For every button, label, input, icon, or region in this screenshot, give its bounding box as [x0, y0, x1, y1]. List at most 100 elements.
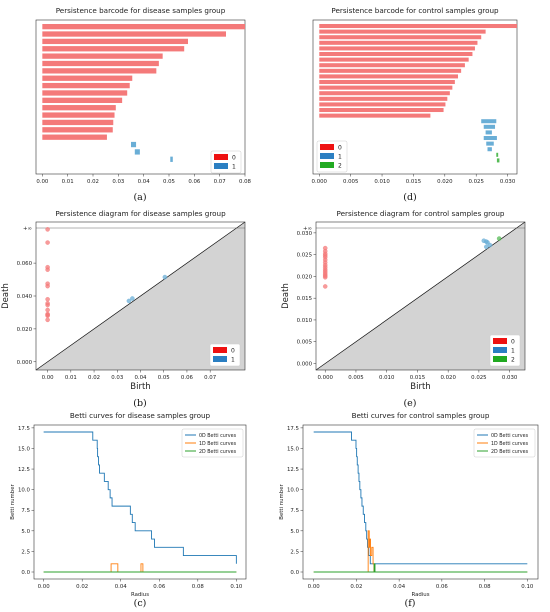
legend-label-4-2: 2D Betti curves: [199, 449, 237, 455]
legend-label-3-1: 1: [511, 348, 515, 355]
axes-frame-0: [35, 19, 246, 175]
diagram-point-3-18: [484, 244, 489, 250]
x-tick-label-1-2: 0.010: [374, 179, 390, 185]
x-tick-label-2-5: 0.05: [158, 375, 170, 381]
x-tick-label-1-4: 0.020: [437, 179, 453, 185]
barcode-bar-1-18: [483, 124, 496, 129]
x-tick-label-4-3: 0.06: [153, 584, 166, 590]
y-axis-label-2: Death: [1, 283, 11, 309]
chart-title-2: Persistence diagram for disease samples …: [55, 209, 226, 218]
diagram-point-2-1: [45, 240, 50, 245]
barcode-bar-1-16: [319, 113, 431, 118]
barcode-bar-0-14: [42, 127, 113, 133]
barcode-bar-0-18: [170, 156, 173, 162]
x-tick-label-0-7: 0.07: [214, 179, 226, 185]
legend-label-4-1: 1D Betti curves: [199, 441, 237, 447]
barcode-bar-0-8: [42, 82, 130, 89]
barcode-bar-1-22: [487, 147, 492, 152]
diagram-point-3-21: [496, 236, 502, 241]
axes-frame-1: [312, 19, 518, 175]
y-tick-label-2-3: 0.060: [17, 261, 33, 267]
y-axis-label-4: Betti number: [10, 483, 16, 519]
diagram-point-2-5: [45, 283, 50, 289]
infinity-label-2: +∞: [23, 226, 32, 232]
barcode-bar-1-19: [485, 130, 492, 135]
barcode-bar-0-13: [42, 119, 114, 126]
caption-a: (a): [133, 192, 146, 203]
barcode-bar-1-10: [319, 80, 455, 85]
y-tick-label-5-6: 15.0: [287, 446, 300, 452]
legend-swatch-3-1: [493, 347, 507, 353]
legend-swatch-3-2: [493, 356, 507, 362]
x-tick-label-4-5: 0.10: [230, 584, 243, 590]
diagram-point-2-12: [45, 313, 50, 318]
y-tick-label-2-0: 0.000: [17, 360, 33, 366]
caption-e: (e): [403, 398, 416, 409]
barcode-bar-1-21: [486, 141, 494, 146]
y-tick-label-4-3: 7.5: [21, 508, 30, 514]
y-tick-label-4-2: 5.0: [21, 529, 30, 535]
barcode-bar-1-4: [319, 46, 475, 51]
x-tick-label-0-1: 0.01: [62, 179, 74, 185]
x-axis-label-5: Radius: [411, 592, 429, 598]
y-tick-label-2-2: 0.040: [17, 294, 33, 300]
legend-box-4: [181, 428, 244, 458]
x-tick-label-2-3: 0.03: [111, 375, 123, 381]
x-tick-label-3-6: 0.030: [502, 375, 518, 381]
x-tick-label-2-4: 0.04: [134, 375, 147, 381]
barcode-bar-0-12: [42, 112, 115, 118]
x-tick-label-4-2: 0.04: [115, 584, 128, 590]
diagram-point-3-20: [487, 242, 493, 248]
legend-swatch-3-0: [493, 338, 507, 344]
x-tick-label-2-6: 0.06: [181, 375, 194, 381]
x-tick-label-2-2: 0.02: [88, 375, 100, 381]
legend-label-3-0: 0: [511, 339, 515, 346]
chart-title-4: Betti curves for disease samples group: [70, 411, 211, 420]
barcode-bar-1-20: [483, 136, 497, 141]
chart-title-5: Betti curves for control samples group: [352, 411, 490, 420]
barcode-bar-1-8: [319, 68, 462, 73]
x-tick-label-5-2: 0.04: [393, 584, 406, 590]
x-tick-label-4-0: 0.00: [38, 584, 51, 590]
y-axis-label-3: Death: [281, 283, 291, 309]
y-tick-label-3-6: 0.030: [297, 231, 313, 237]
legend-label-5-0: 0D Betti curves: [491, 433, 529, 439]
diagonal-line-2: [35, 221, 246, 371]
y-tick-label-2-1: 0.020: [17, 327, 33, 333]
x-tick-label-0-0: 0.00: [36, 179, 49, 185]
caption-d: (d): [403, 192, 417, 203]
y-tick-label-3-5: 0.025: [297, 253, 312, 259]
y-tick-label-5-5: 12.5: [287, 467, 299, 473]
barcode-bar-0-10: [42, 97, 123, 103]
y-tick-label-4-5: 12.5: [18, 467, 30, 473]
barcode-bar-1-7: [319, 63, 465, 68]
barcode-bar-0-11: [42, 105, 116, 111]
y-tick-label-5-7: 17.5: [287, 426, 299, 432]
legend-swatch-1-1: [320, 153, 334, 159]
barcode-bar-1-13: [319, 96, 448, 101]
legend-box-5: [473, 428, 536, 458]
legend-swatch-1-0: [320, 144, 334, 150]
x-tick-label-3-3: 0.015: [410, 375, 425, 381]
y-tick-label-5-0: 0.0: [290, 570, 299, 576]
axes-frame-4: [33, 424, 247, 580]
x-tick-label-1-3: 0.015: [406, 179, 421, 185]
barcode-bar-1-17: [481, 119, 497, 124]
y-tick-label-4-0: 0.0: [21, 570, 30, 576]
barcode-bar-0-16: [131, 141, 137, 148]
y-tick-label-3-1: 0.005: [297, 340, 312, 346]
axes-frame-5: [302, 424, 539, 580]
barcode-bar-1-3: [319, 40, 478, 45]
y-tick-label-3-3: 0.015: [297, 296, 312, 302]
betti-curve-4-0: [43, 431, 237, 564]
x-tick-label-2-0: 0.00: [42, 375, 55, 381]
y-tick-label-4-1: 2.5: [21, 549, 30, 555]
y-tick-label-4-7: 17.5: [18, 426, 30, 432]
x-tick-label-4-4: 0.08: [192, 584, 205, 590]
y-tick-label-3-4: 0.020: [297, 274, 313, 280]
caption-c: (c): [134, 598, 147, 609]
legend-label-1-1: 1: [338, 154, 342, 161]
barcode-bar-0-17: [134, 149, 140, 155]
x-tick-label-3-0: 0.000: [318, 375, 334, 381]
